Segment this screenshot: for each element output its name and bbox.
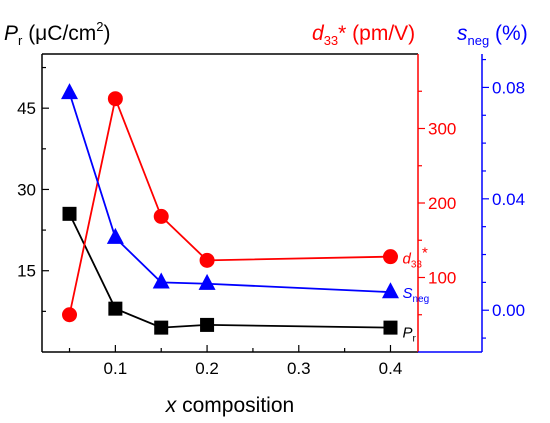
- series-line-sneg: [68, 92, 391, 294]
- sneg-axis-title: sneg (%): [457, 22, 528, 48]
- data-point-pr: [154, 320, 169, 335]
- data-point-pr: [383, 320, 398, 335]
- left-axis-title: Pr (μC/cm2): [4, 19, 111, 48]
- data-point-d33: [382, 249, 398, 265]
- series-markers-layer: [61, 83, 399, 335]
- data-point-d33: [62, 307, 78, 323]
- data-point-d33: [153, 208, 169, 224]
- d33-tick-label: 300: [428, 120, 456, 139]
- sneg-tick-label: 0.04: [492, 190, 525, 209]
- x-tick-label: 0.3: [287, 359, 311, 378]
- data-point-d33: [107, 91, 123, 107]
- d33-axis-title: d33* (pm/V): [312, 22, 415, 48]
- left-tick-label: 45: [17, 99, 36, 118]
- data-point-d33: [199, 252, 215, 268]
- data-point-sneg: [198, 273, 216, 290]
- labels-layer: Pr (μC/cm2) d33* (pm/V) sneg (%) x composit…: [4, 19, 528, 417]
- data-point-sneg: [381, 282, 399, 299]
- d33-tick-label: 100: [428, 269, 456, 288]
- left-tick-label: 15: [17, 262, 36, 281]
- data-point-pr: [108, 301, 123, 316]
- data-point-pr: [200, 317, 215, 332]
- axes-layer: 0.1 0.2 0.3 0.4 15 30 45 100 200 300 0.00 0.04 0.08: [17, 53, 525, 378]
- data-point-sneg: [106, 227, 124, 244]
- x-tick-label: 0.4: [379, 359, 403, 378]
- sneg-tick-label: 0.00: [492, 301, 525, 320]
- series-line-d33: [68, 95, 391, 315]
- series-lines-layer: [68, 92, 391, 329]
- x-axis-title: x composition: [165, 394, 294, 417]
- left-tick-label: 30: [17, 180, 36, 199]
- data-point-sneg: [152, 272, 170, 289]
- sneg-tick-label: 0.08: [492, 78, 525, 97]
- series-label-d33: d33*: [402, 245, 427, 271]
- series-label-pr: Pr: [402, 325, 416, 345]
- data-point-sneg: [61, 83, 79, 100]
- x-tick-label: 0.1: [104, 359, 128, 378]
- data-point-pr: [62, 206, 77, 221]
- series-label-sneg: Sneg: [402, 285, 429, 305]
- d33-tick-label: 200: [428, 194, 456, 213]
- x-tick-label: 0.2: [195, 359, 219, 378]
